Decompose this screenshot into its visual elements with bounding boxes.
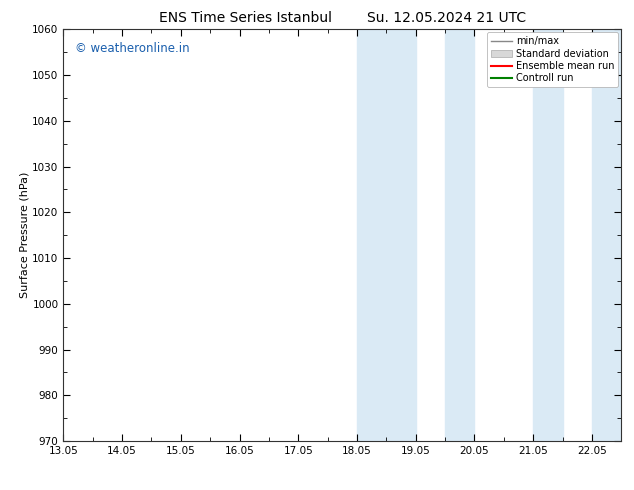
Title: ENS Time Series Istanbul        Su. 12.05.2024 21 UTC: ENS Time Series Istanbul Su. 12.05.2024 … — [158, 11, 526, 25]
Bar — [533, 29, 562, 441]
Y-axis label: Surface Pressure (hPa): Surface Pressure (hPa) — [20, 172, 30, 298]
Legend: min/max, Standard deviation, Ensemble mean run, Controll run: min/max, Standard deviation, Ensemble me… — [487, 32, 618, 87]
Bar — [445, 29, 474, 441]
Bar — [592, 29, 621, 441]
Text: © weatheronline.in: © weatheronline.in — [75, 42, 189, 55]
Bar — [357, 29, 416, 441]
